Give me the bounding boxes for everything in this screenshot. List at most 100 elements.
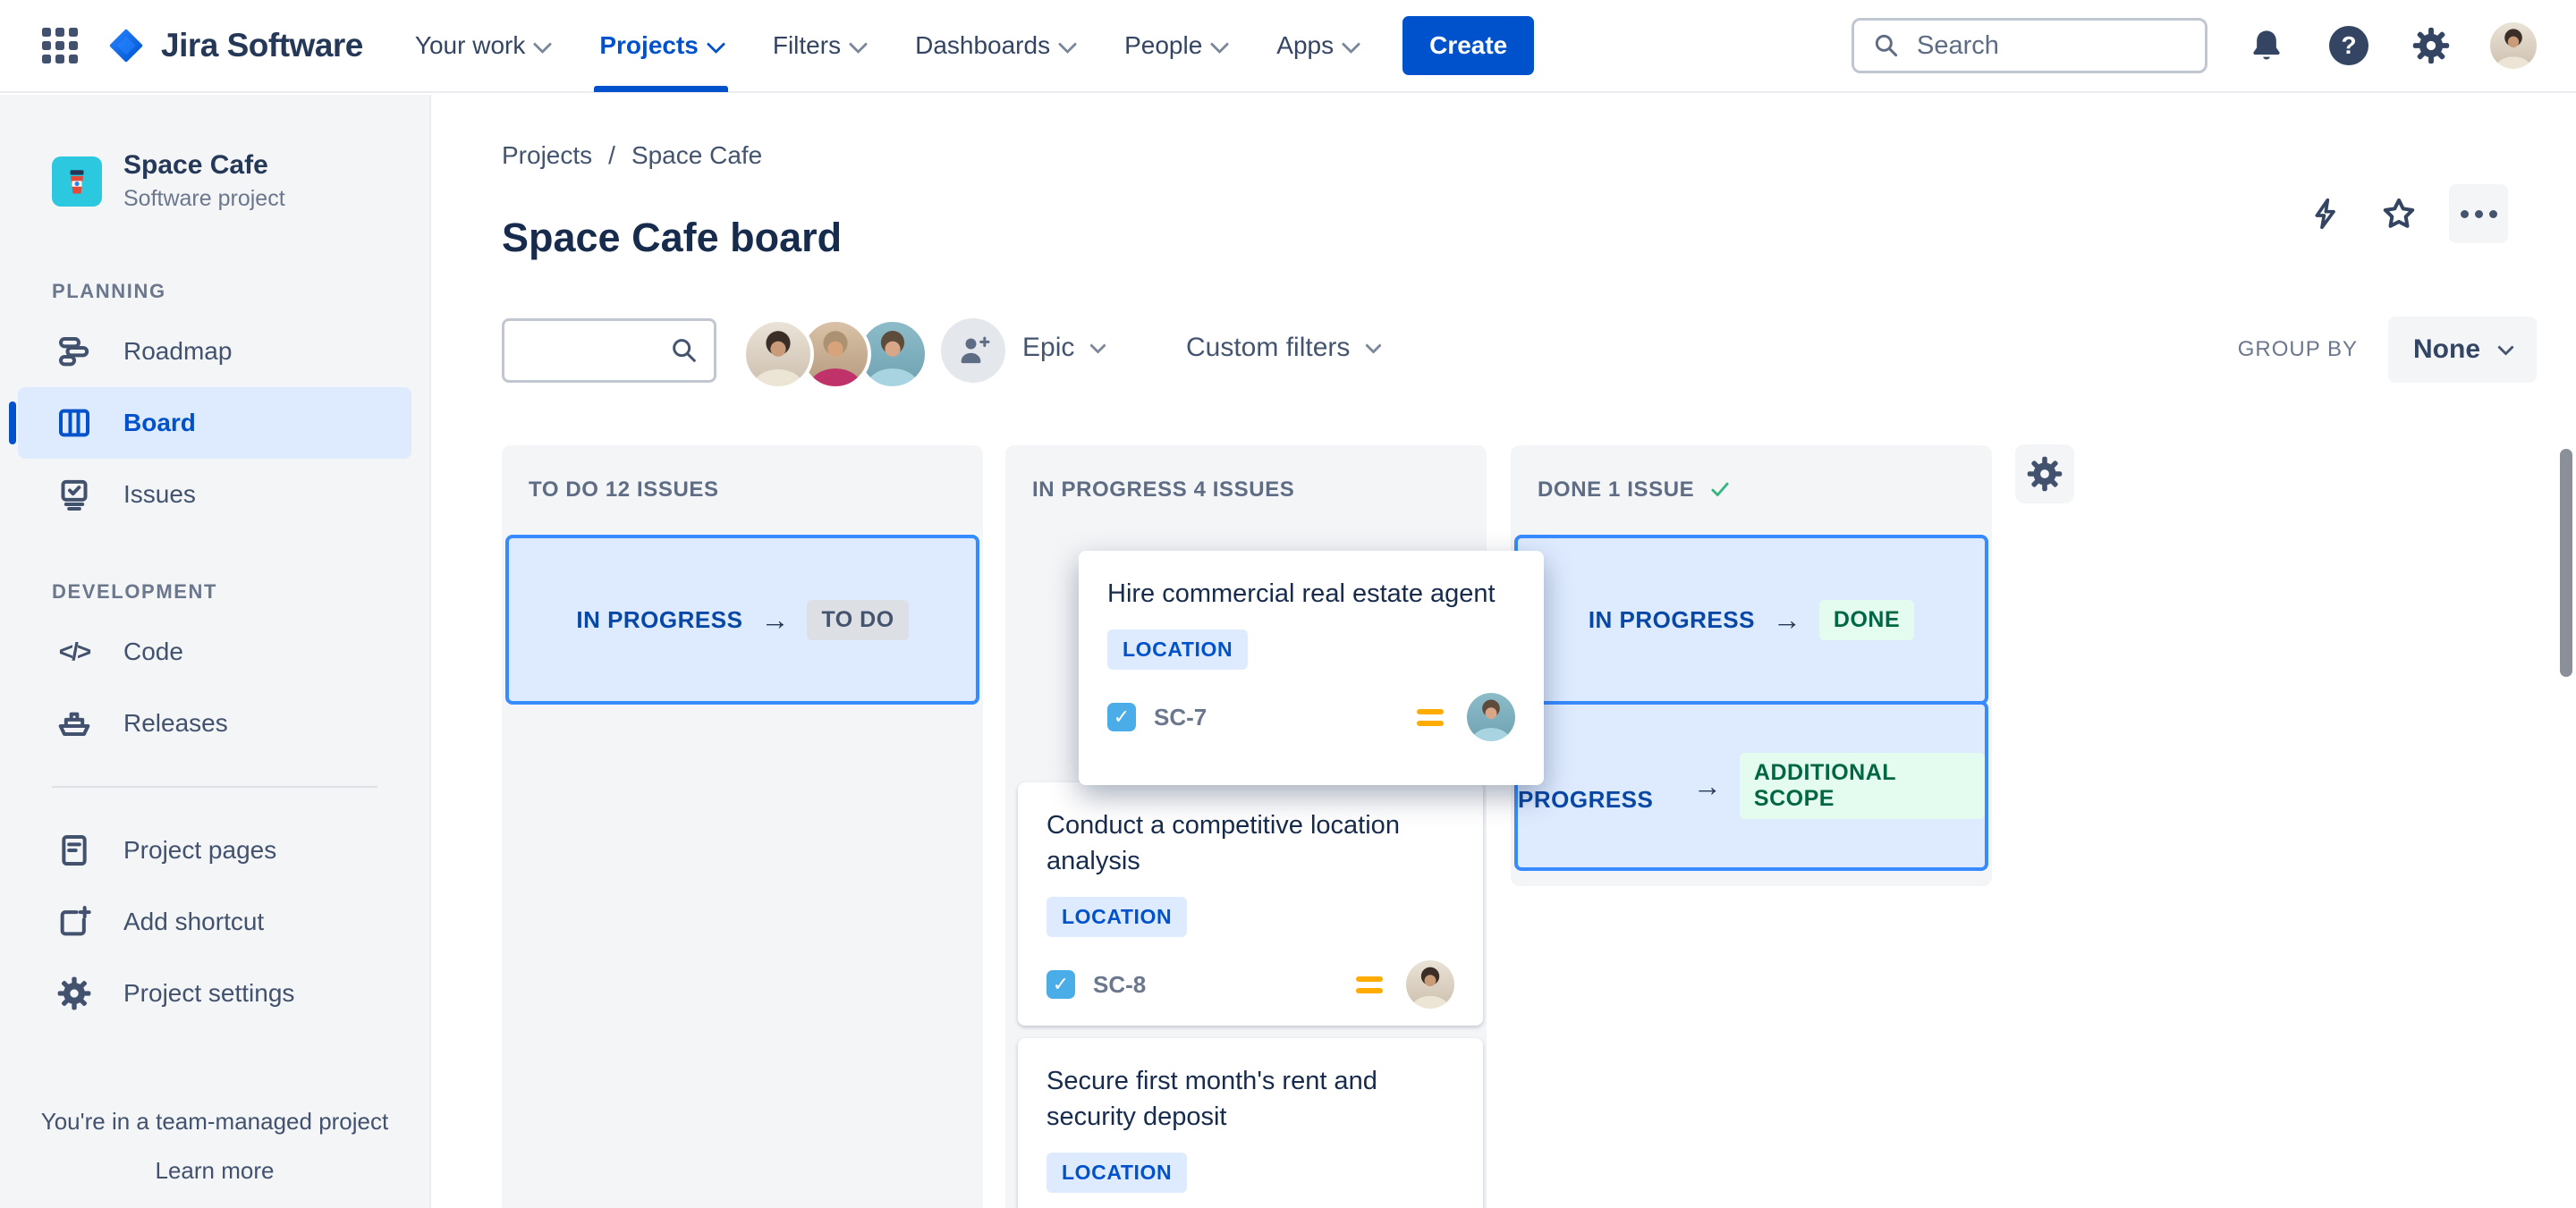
nav-item-label: Dashboards [915, 31, 1051, 59]
task-type-icon: ✓ [1107, 703, 1136, 732]
sidebar-section-development: DEVELOPMENT [52, 580, 218, 603]
board-search[interactable] [502, 318, 716, 383]
settings-button[interactable] [2408, 22, 2454, 69]
project-name: Space Cafe [123, 150, 268, 180]
assignee-avatar-1[interactable] [742, 318, 814, 390]
ship-icon [54, 705, 95, 741]
automation-button[interactable] [2302, 190, 2349, 237]
notifications-button[interactable] [2243, 22, 2290, 69]
sidebar-item-issues[interactable]: Issues [18, 459, 411, 530]
project-meta: Space Cafe Software project [123, 150, 285, 212]
sidebar-item-project-settings[interactable]: Project settings [18, 958, 411, 1029]
column-done: DONE 1 ISSUE IN PROGRESS → DONE IN PROGR… [1511, 445, 1992, 886]
custom-filters-dropdown[interactable]: Custom filters [1186, 333, 1383, 363]
add-person-icon [955, 333, 991, 368]
nav-item-label: Filters [772, 31, 842, 59]
code-icon: </> [58, 638, 92, 665]
create-button[interactable]: Create [1402, 16, 1535, 75]
epic-filter-dropdown[interactable]: Epic [1022, 333, 1107, 363]
board-search-input[interactable] [519, 335, 669, 366]
arrow-right-icon: → [1692, 769, 1722, 802]
column-todo-header: TO DO 12 ISSUES [502, 445, 983, 503]
column-done-header: DONE 1 ISSUE [1511, 445, 1992, 503]
sidebar-item-add-shortcut[interactable]: Add shortcut [18, 886, 411, 958]
chevron-down-icon [706, 34, 725, 54]
breadcrumb-space-cafe-link[interactable]: Space Cafe [631, 141, 763, 169]
issue-title: Conduct a competitive location analysis [1046, 811, 1400, 876]
column-in-progress-header: IN PROGRESS 4 ISSUES [1005, 445, 1487, 503]
nav-right-cluster: ? [1852, 18, 2537, 73]
nav-item-projects[interactable]: Projects [594, 0, 728, 92]
breadcrumb-projects-link[interactable]: Projects [502, 141, 593, 169]
star-button[interactable] [2376, 190, 2422, 237]
dropzone-additional-scope[interactable]: IN PROGRESS → ADDITIONAL SCOPE [1514, 701, 1988, 871]
nav-item-people[interactable]: People [1124, 0, 1230, 92]
add-people-button[interactable] [941, 318, 1005, 383]
lightning-icon [2308, 196, 2343, 232]
gear-icon [2026, 455, 2063, 493]
issue-label-chip[interactable]: LOCATION [1046, 1153, 1188, 1194]
dragged-issue-card-sc-7[interactable]: Hire commercial real estate agent LOCATI… [1079, 551, 1544, 785]
learn-more-link[interactable]: Learn more [155, 1157, 275, 1184]
sidebar-item-project-pages[interactable]: Project pages [18, 815, 411, 886]
issue-label-chip[interactable]: LOCATION [1046, 897, 1188, 938]
breadcrumb: Projects / Space Cafe [502, 141, 762, 170]
nav-item-your-work[interactable]: Your work [414, 0, 553, 92]
assignee-avatar[interactable] [1406, 960, 1454, 1009]
assignee-avatar-3[interactable] [857, 318, 928, 390]
sidebar-item-releases[interactable]: Releases [18, 688, 411, 759]
vertical-scrollbar[interactable] [2560, 449, 2572, 677]
search-icon [1872, 31, 1901, 60]
chevron-down-icon [1089, 336, 1107, 354]
star-icon [2380, 195, 2418, 232]
nav-item-apps[interactable]: Apps [1276, 0, 1361, 92]
issue-title: Secure first month's rent and security d… [1046, 1067, 1377, 1132]
chevron-down-icon [848, 34, 869, 54]
sidebar-item-code[interactable]: </> Code [18, 616, 411, 688]
sidebar-item-label: Roadmap [123, 337, 233, 365]
chevron-down-icon [1341, 34, 1361, 54]
sidebar-item-label: Code [123, 638, 183, 665]
global-search-input[interactable] [1915, 30, 2187, 62]
sidebar-item-label: Project settings [123, 979, 295, 1007]
nav-item-label: Your work [414, 31, 526, 59]
app-switcher-button[interactable] [39, 25, 80, 66]
dropzone-target-status: ADDITIONAL SCOPE [1739, 753, 1985, 819]
dropzone-done[interactable]: IN PROGRESS → DONE [1514, 535, 1988, 705]
sidebar-item-board[interactable]: Board [9, 387, 411, 459]
sidebar-item-roadmap[interactable]: Roadmap [18, 316, 411, 387]
jira-logo-mark-icon [106, 25, 147, 66]
assignee-avatar-2[interactable] [800, 318, 871, 390]
issue-label-chip[interactable]: LOCATION [1107, 629, 1249, 671]
dropzone-to-do[interactable]: IN PROGRESS → TO DO [505, 535, 979, 705]
team-managed-message: You're in a team-managed project [40, 1108, 389, 1135]
custom-filters-label: Custom filters [1186, 333, 1351, 362]
column-header-label: DONE 1 ISSUE [1538, 477, 1695, 502]
project-header[interactable]: Space Cafe Software project [52, 150, 429, 212]
gear-icon [54, 976, 95, 1011]
chevron-down-icon [1057, 34, 1078, 54]
add-shortcut-icon [54, 904, 95, 940]
global-search[interactable] [1852, 18, 2207, 73]
issue-card-sc-9[interactable]: Secure first month's rent and security d… [1018, 1038, 1483, 1208]
board-settings-button[interactable] [2015, 444, 2074, 503]
chevron-down-icon [1365, 336, 1383, 354]
sidebar-item-label: Releases [123, 709, 228, 737]
jira-logo[interactable]: Jira Software [106, 25, 363, 66]
issue-card-sc-8[interactable]: Conduct a competitive location analysis … [1018, 782, 1483, 1026]
gear-icon [2411, 26, 2451, 65]
sidebar-item-label: Add shortcut [123, 908, 265, 935]
priority-medium-icon [1417, 708, 1444, 726]
group-by-dropdown[interactable]: None [2388, 317, 2537, 383]
user-avatar[interactable] [2490, 22, 2537, 69]
sidebar-footer: You're in a team-managed project Learn m… [0, 1108, 429, 1185]
more-actions-button[interactable] [2449, 184, 2508, 243]
help-icon: ? [2329, 26, 2368, 65]
issues-icon [54, 477, 95, 512]
nav-item-filters[interactable]: Filters [772, 0, 869, 92]
group-by-control: GROUP BY None [2238, 317, 2537, 383]
nav-item-dashboards[interactable]: Dashboards [915, 0, 1078, 92]
assignee-avatar[interactable] [1467, 693, 1515, 742]
help-button[interactable]: ? [2326, 22, 2372, 69]
